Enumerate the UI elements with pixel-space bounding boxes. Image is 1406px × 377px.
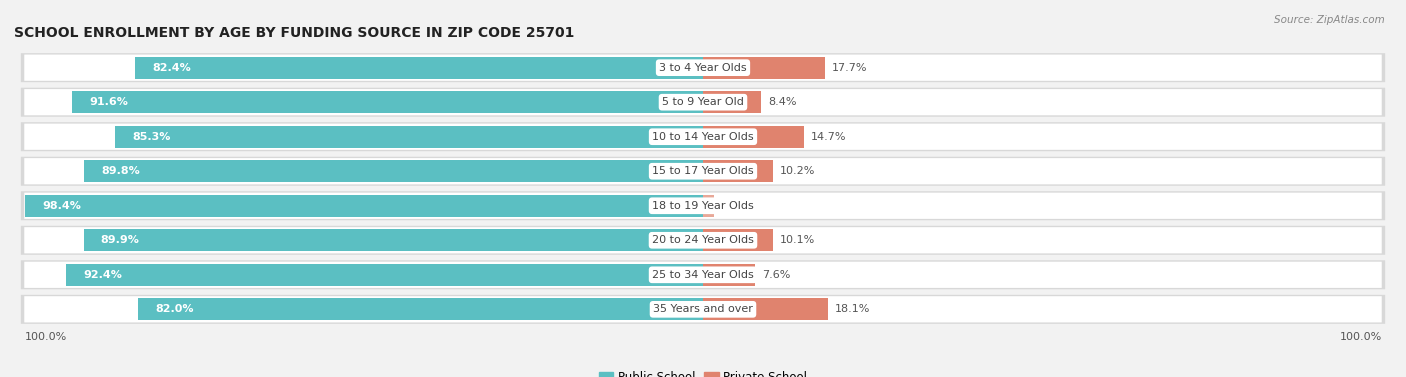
Text: 82.0%: 82.0%: [155, 304, 194, 314]
FancyBboxPatch shape: [24, 124, 1382, 150]
Text: 17.7%: 17.7%: [832, 63, 868, 73]
Text: 10.1%: 10.1%: [779, 235, 814, 245]
FancyBboxPatch shape: [21, 157, 1385, 186]
Text: 7.6%: 7.6%: [762, 270, 790, 280]
FancyBboxPatch shape: [21, 53, 1385, 82]
Text: 100.0%: 100.0%: [24, 332, 66, 342]
FancyBboxPatch shape: [21, 88, 1385, 117]
Bar: [138, 298, 703, 320]
Text: 15 to 17 Year Olds: 15 to 17 Year Olds: [652, 166, 754, 176]
Bar: [703, 160, 773, 182]
Bar: [703, 229, 772, 251]
FancyBboxPatch shape: [24, 158, 1382, 184]
Text: 20 to 24 Year Olds: 20 to 24 Year Olds: [652, 235, 754, 245]
Bar: [72, 91, 703, 113]
Text: 14.7%: 14.7%: [811, 132, 846, 142]
Bar: [703, 91, 761, 113]
Text: 85.3%: 85.3%: [132, 132, 172, 142]
Text: 98.4%: 98.4%: [42, 201, 82, 211]
Text: 18 to 19 Year Olds: 18 to 19 Year Olds: [652, 201, 754, 211]
Text: 92.4%: 92.4%: [83, 270, 122, 280]
FancyBboxPatch shape: [21, 191, 1385, 220]
FancyBboxPatch shape: [21, 226, 1385, 255]
Bar: [703, 57, 825, 79]
Bar: [703, 195, 714, 217]
Text: 5 to 9 Year Old: 5 to 9 Year Old: [662, 97, 744, 107]
FancyBboxPatch shape: [24, 262, 1382, 288]
Bar: [703, 264, 755, 286]
FancyBboxPatch shape: [21, 122, 1385, 151]
Text: 8.4%: 8.4%: [768, 97, 796, 107]
Text: 89.8%: 89.8%: [101, 166, 141, 176]
Text: SCHOOL ENROLLMENT BY AGE BY FUNDING SOURCE IN ZIP CODE 25701: SCHOOL ENROLLMENT BY AGE BY FUNDING SOUR…: [14, 26, 575, 40]
FancyBboxPatch shape: [24, 55, 1382, 81]
Text: 82.4%: 82.4%: [152, 63, 191, 73]
Text: 25 to 34 Year Olds: 25 to 34 Year Olds: [652, 270, 754, 280]
Bar: [703, 298, 828, 320]
Bar: [84, 160, 703, 182]
Bar: [83, 229, 703, 251]
Text: 35 Years and over: 35 Years and over: [652, 304, 754, 314]
Bar: [66, 264, 703, 286]
Bar: [703, 126, 804, 148]
Text: 18.1%: 18.1%: [835, 304, 870, 314]
Text: 89.9%: 89.9%: [101, 235, 139, 245]
FancyBboxPatch shape: [24, 89, 1382, 115]
Bar: [25, 195, 703, 217]
FancyBboxPatch shape: [24, 296, 1382, 322]
Text: 10.2%: 10.2%: [780, 166, 815, 176]
FancyBboxPatch shape: [24, 227, 1382, 253]
Bar: [115, 126, 703, 148]
Text: Source: ZipAtlas.com: Source: ZipAtlas.com: [1274, 15, 1385, 25]
Text: 91.6%: 91.6%: [89, 97, 128, 107]
Text: 3 to 4 Year Olds: 3 to 4 Year Olds: [659, 63, 747, 73]
Text: 1.6%: 1.6%: [721, 201, 749, 211]
FancyBboxPatch shape: [21, 260, 1385, 289]
Legend: Public School, Private School: Public School, Private School: [593, 366, 813, 377]
Text: 10 to 14 Year Olds: 10 to 14 Year Olds: [652, 132, 754, 142]
FancyBboxPatch shape: [21, 295, 1385, 324]
Bar: [135, 57, 703, 79]
FancyBboxPatch shape: [24, 193, 1382, 219]
Text: 100.0%: 100.0%: [1340, 332, 1382, 342]
